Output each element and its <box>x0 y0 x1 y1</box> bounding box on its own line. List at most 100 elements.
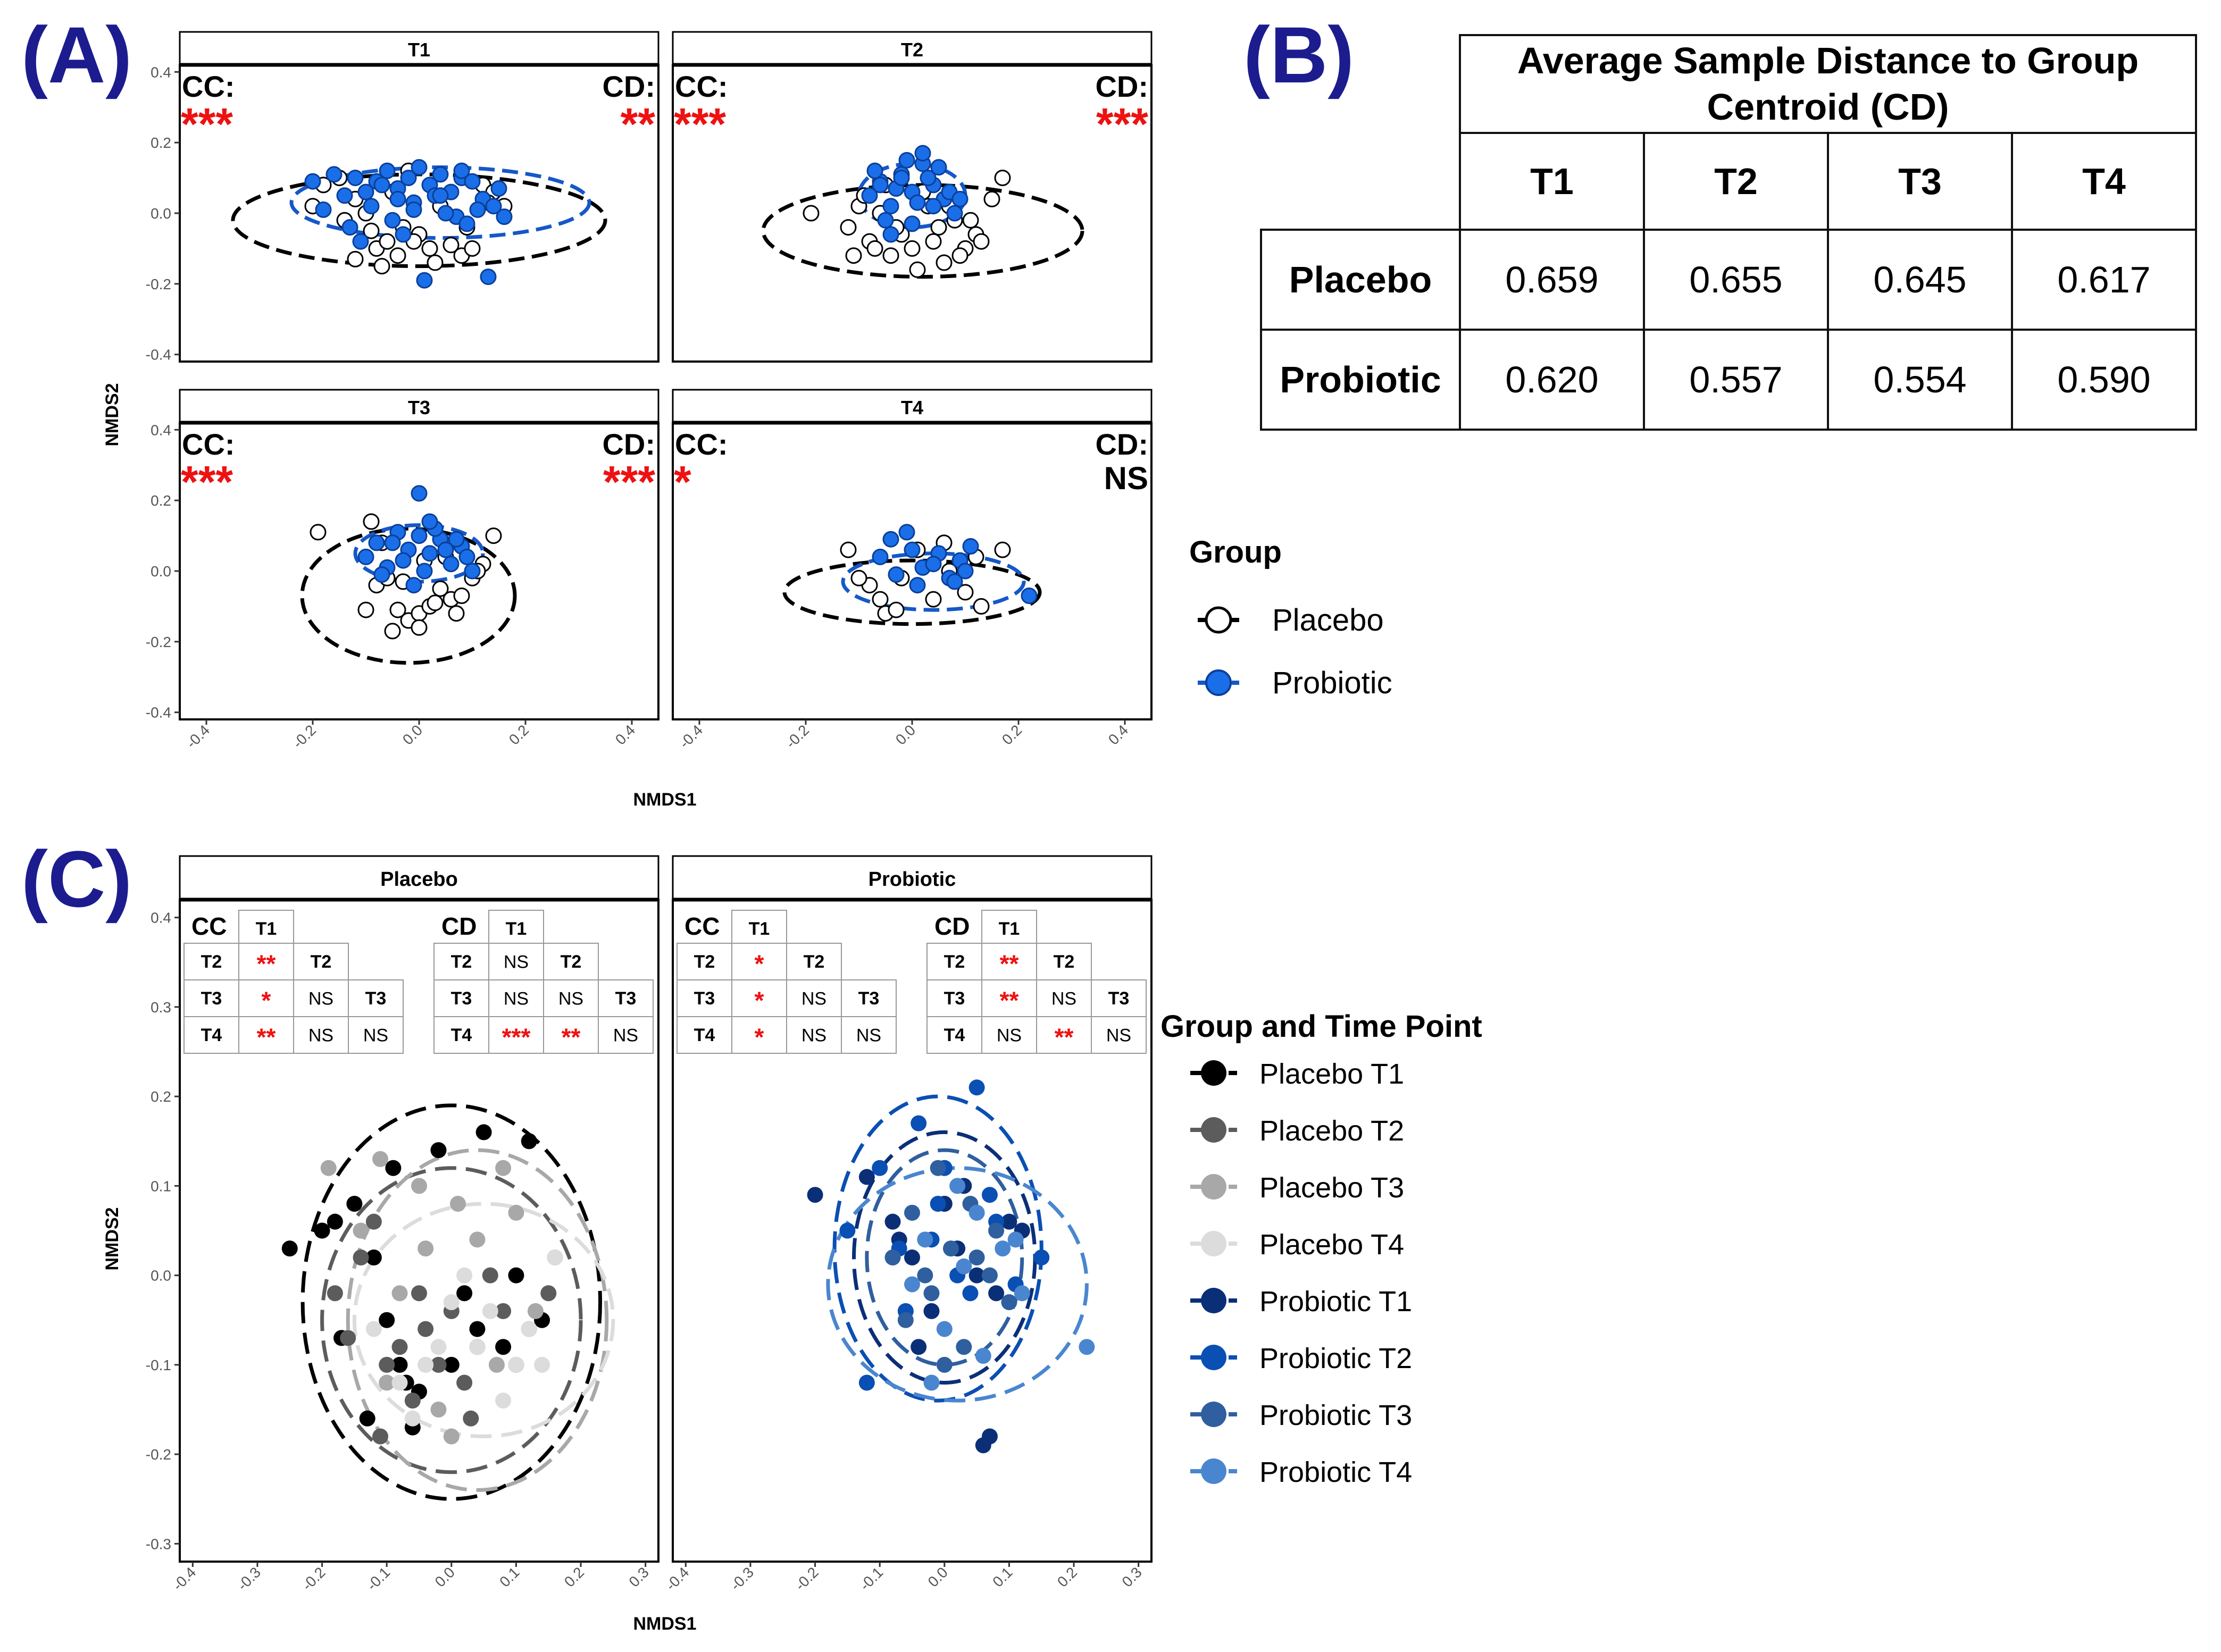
probiotic-point <box>480 269 497 286</box>
placebo-t3-point <box>379 1374 395 1391</box>
legend-dot <box>1201 1060 1226 1086</box>
cd-label: CD: <box>602 427 655 461</box>
placebo-point <box>448 605 465 622</box>
placebo-t2-point <box>418 1321 434 1337</box>
pairwise-cell: NS <box>504 952 529 972</box>
y-tick-label: 0.2 <box>151 492 171 509</box>
legend-label-probiotic: Probiotic <box>1272 666 1392 700</box>
probiotic-point <box>411 159 428 176</box>
probiotic-point <box>485 198 502 215</box>
probiotic-t1-point <box>968 1267 985 1284</box>
pairwise-col-header: T2 <box>311 952 332 972</box>
probiotic-point <box>437 205 454 222</box>
probiotic-point <box>384 212 401 229</box>
probiotic-point <box>904 541 921 558</box>
table-col-header: T3 <box>1827 132 2013 231</box>
x-tick-label: 0.1 <box>989 1564 1015 1590</box>
placebo-t3-point <box>418 1240 434 1257</box>
placebo-t1-point <box>443 1356 460 1373</box>
placebo-point <box>930 219 947 236</box>
placebo-t4-point <box>482 1303 498 1319</box>
facet-title: Placebo <box>380 868 458 891</box>
cd-significance: ** <box>621 99 656 149</box>
confidence-ellipse <box>841 551 1026 612</box>
facet-title: T2 <box>901 39 923 61</box>
probiotic-point <box>872 548 889 565</box>
cd-significance: *** <box>1096 99 1148 149</box>
facet-t1: T1 0.4 0.2 0.0 -0.2 -0.4 CC:*** CD:** <box>146 31 659 363</box>
panel-a-legend-title: Group <box>1189 535 1282 569</box>
plot-area <box>672 899 1153 1563</box>
y-tick-label: 0.2 <box>151 1088 171 1105</box>
placebo-point <box>363 222 380 239</box>
cc-pairwise-table: CC T1 T2 * T2 T3 * NS T3 T4 * NS NS <box>677 910 897 1054</box>
legend-label: Placebo T3 <box>1259 1172 1404 1204</box>
pairwise-cell: NS <box>308 1026 333 1046</box>
placebo-t4-point <box>391 1374 408 1391</box>
table-row-header: Placebo <box>1260 229 1461 331</box>
pairwise-cell: * <box>755 987 764 1014</box>
placebo-t2-point <box>391 1339 408 1355</box>
probiotic-point <box>882 531 899 548</box>
placebo-point <box>389 247 406 264</box>
cc-significance: *** <box>674 99 726 149</box>
confidence-ellipse <box>352 1202 615 1438</box>
panel-label-a: (A) <box>21 10 132 99</box>
probiotic-point <box>315 201 332 218</box>
facet-t3: T30.40.20.0-0.2-0.4-0.4 -0.2 0.0 0.2 0.4CC:*… <box>146 389 659 751</box>
cc-label: CC: <box>182 70 235 103</box>
y-tick-label: -0.4 <box>146 347 171 363</box>
probiotic-point <box>882 226 899 243</box>
probiotic-point <box>389 190 406 207</box>
probiotic-point <box>442 556 460 573</box>
probiotic-point <box>341 219 358 236</box>
placebo-point <box>994 170 1011 187</box>
legend-label: Probiotic T4 <box>1259 1456 1412 1488</box>
probiotic-point <box>347 170 364 187</box>
pairwise-row-header: T4 <box>451 1025 472 1045</box>
y-tick-label: 0.4 <box>151 910 171 926</box>
legend-label: Probiotic T3 <box>1259 1399 1412 1431</box>
pairwise-row-header: T3 <box>451 988 472 1009</box>
placebo-t3-point <box>488 1356 505 1373</box>
pairwise-cell: NS <box>504 989 529 1009</box>
pairwise-cell-border <box>841 1016 897 1054</box>
pairwise-row-header: T3 <box>944 988 965 1009</box>
probiotic-point <box>373 177 390 194</box>
panel-a-y-axis-label: NMDS2 <box>102 383 122 446</box>
pairwise-col-header: T3 <box>1108 988 1130 1009</box>
pairwise-cell: NS <box>801 989 826 1009</box>
facet-title: T4 <box>901 397 923 418</box>
legend-label: Placebo T1 <box>1259 1058 1404 1090</box>
pairwise-cell-border <box>348 1016 404 1054</box>
probiotic-point <box>448 531 465 548</box>
confidence-ellipse <box>346 1148 609 1492</box>
pairwise-row-header: T2 <box>201 952 222 972</box>
placebo-point <box>464 240 481 257</box>
probiotic-point <box>411 485 428 502</box>
placebo-point <box>411 619 428 636</box>
placebo-point <box>453 588 470 604</box>
x-tick-label: 0.2 <box>506 722 532 748</box>
probiotic-point <box>411 527 428 544</box>
probiotic-t2-point <box>839 1222 856 1239</box>
confidence-ellipse <box>782 558 1042 626</box>
pairwise-col-header: T3 <box>615 988 637 1009</box>
pairwise-cell: *** <box>502 1024 531 1051</box>
probiotic-t2-point <box>930 1196 946 1212</box>
placebo-t4-point <box>469 1339 486 1355</box>
facet-t4: T4 -0.4 -0.2 0.0 0.2 0.4 CC:* CD:NS <box>672 389 1153 751</box>
cd-significance: *** <box>603 457 655 507</box>
table-row: Probiotic 0.620 0.557 0.554 0.590 <box>1260 329 2197 431</box>
probiotic-point <box>458 548 475 565</box>
probiotic-t3-point <box>897 1312 914 1328</box>
y-tick-label: -0.3 <box>146 1536 171 1552</box>
probiotic-t1-point <box>911 1339 927 1355</box>
probiotic-t4-point <box>1014 1285 1030 1302</box>
pairwise-row-header: T4 <box>944 1025 965 1045</box>
pairwise-col-header: T1 <box>999 919 1020 939</box>
pairwise-col-header: T2 <box>1054 952 1075 972</box>
y-tick-label: 0.1 <box>151 1178 171 1194</box>
probiotic-point <box>400 170 417 187</box>
